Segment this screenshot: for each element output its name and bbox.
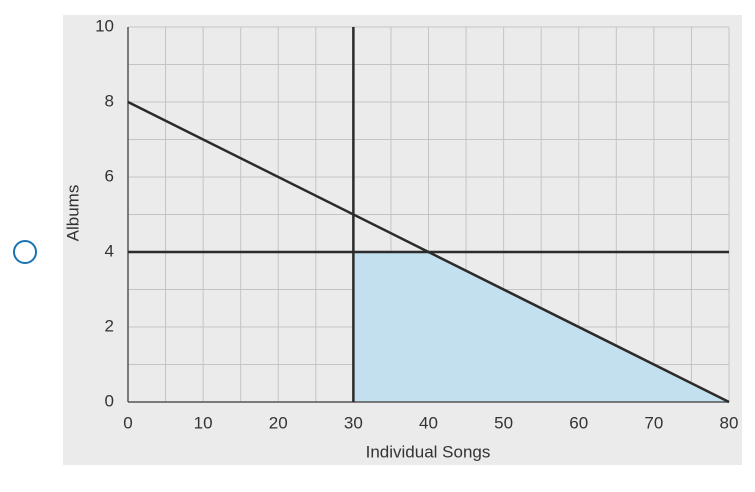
x-tick-label: 50 [494, 413, 513, 432]
y-tick-label: 4 [105, 241, 114, 260]
y-tick-label: 2 [105, 316, 114, 335]
radio-button[interactable] [13, 240, 37, 264]
x-tick-label: 0 [123, 413, 132, 432]
feasible-region [353, 252, 729, 402]
y-tick-label: 8 [105, 91, 114, 110]
x-tick-label: 20 [269, 413, 288, 432]
x-axis-label: Individual Songs [366, 442, 491, 461]
x-tick-label: 60 [569, 413, 588, 432]
x-tick-label: 40 [419, 413, 438, 432]
x-tick-label: 30 [344, 413, 363, 432]
y-tick-label: 0 [105, 391, 114, 410]
y-tick-label: 10 [95, 16, 114, 35]
x-tick-label: 70 [644, 413, 663, 432]
x-tick-label: 10 [194, 413, 213, 432]
y-axis-label: Albums [63, 185, 82, 242]
x-tick-label: 80 [720, 413, 739, 432]
y-tick-label: 6 [105, 166, 114, 185]
